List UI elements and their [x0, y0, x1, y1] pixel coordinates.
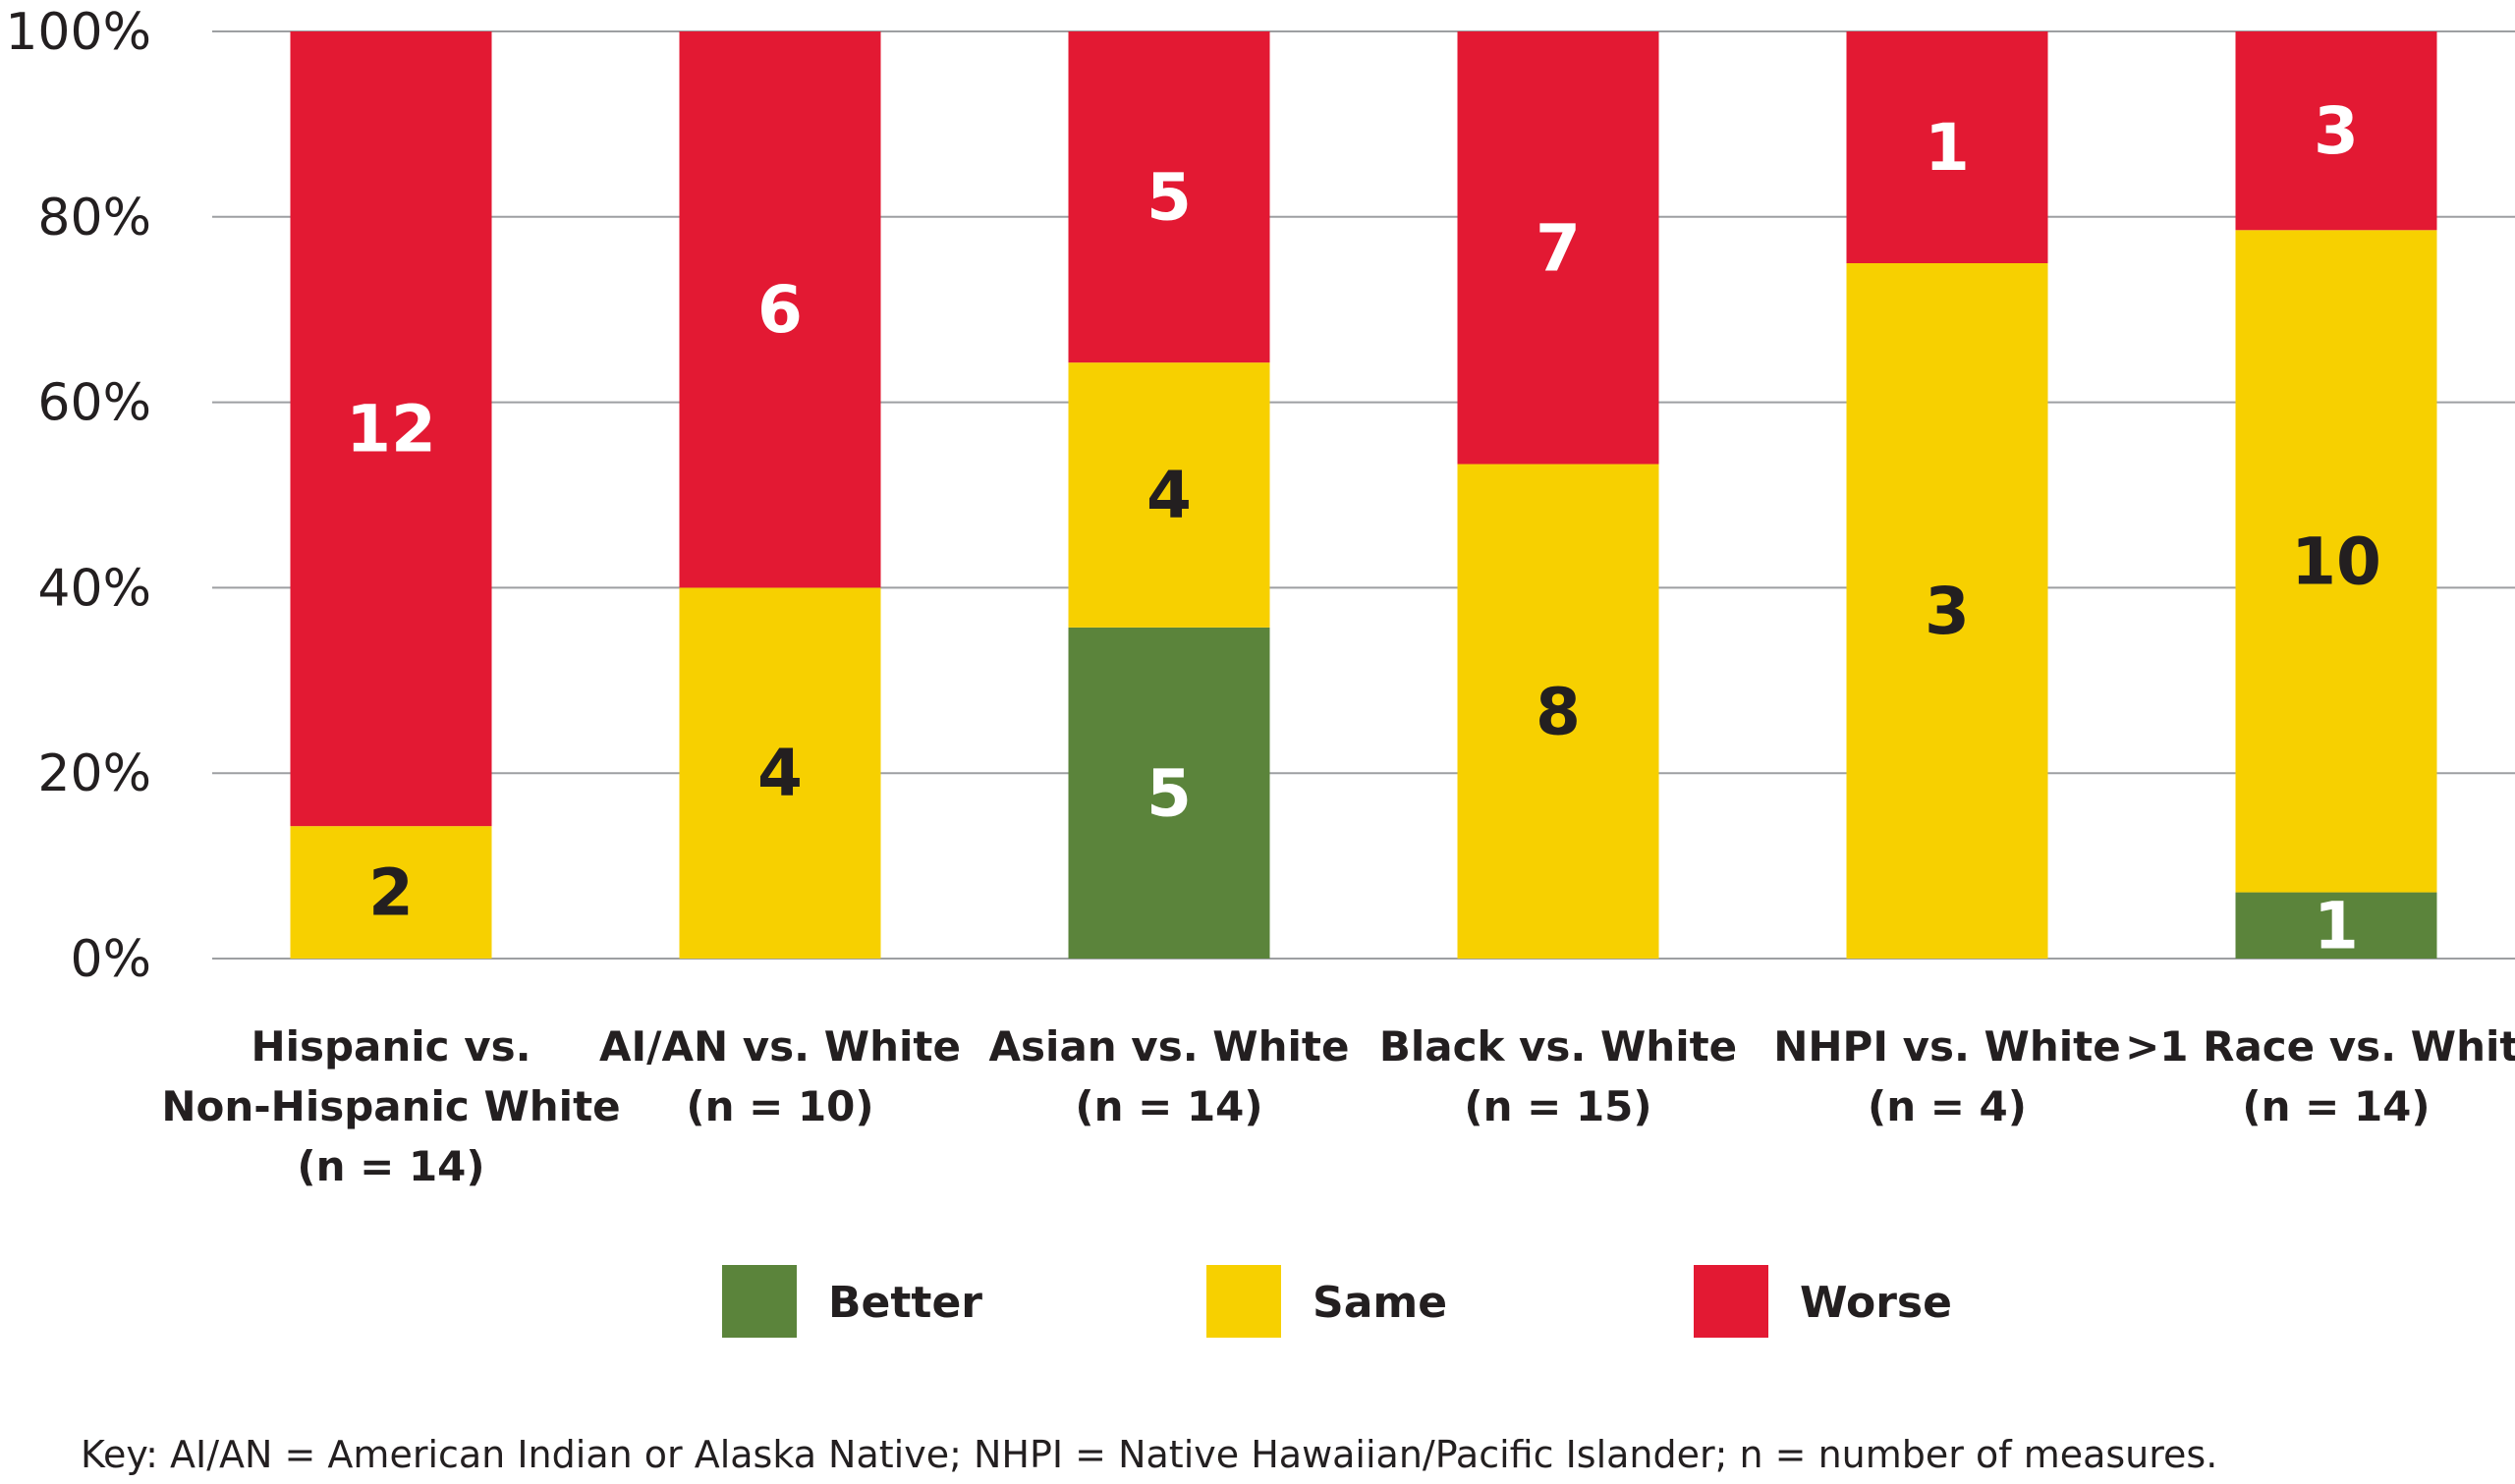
footnote: Key: AI/AN = American Indian or Alaska N… [81, 1433, 2217, 1476]
x-tick-label: AI/AN vs. White [599, 1022, 961, 1071]
bar-stack: 5 4 5 [1068, 31, 1270, 959]
bar-segment-worse [1457, 31, 1659, 465]
legend-item-same: Same [1206, 1265, 1447, 1338]
bar-segment-same [2235, 230, 2437, 893]
bar-segment-worse [2235, 31, 2437, 231]
legend-swatch [1694, 1265, 1768, 1338]
x-tick-label: Black vs. White [1379, 1022, 1737, 1071]
bar-stack: 46 [679, 31, 881, 959]
y-tick-label: 60% [37, 374, 151, 433]
bar-segment-better [2235, 892, 2437, 959]
data-label: 1 [2314, 888, 2359, 963]
data-label: 1 [1925, 110, 1970, 186]
y-tick-label: 100% [5, 3, 151, 62]
data-label: 5 [1146, 755, 1192, 831]
bar-segment-same [1846, 263, 2048, 959]
y-tick-label: 20% [37, 744, 151, 803]
bar-stack: 31 [1846, 31, 2048, 959]
bar-segment-worse [1068, 31, 1270, 363]
gridlines [212, 30, 2515, 960]
x-tick-label: (n = 14) [2242, 1082, 2430, 1130]
bar-segment-worse [1846, 31, 2048, 263]
data-label: 5 [1146, 160, 1192, 236]
data-label: 12 [346, 392, 436, 467]
data-label: 7 [1536, 210, 1581, 286]
legend: Better Same Worse [722, 1265, 1952, 1338]
data-label: 8 [1536, 674, 1581, 749]
bar-segment-same [1457, 464, 1659, 959]
data-label: 3 [2314, 93, 2359, 169]
bar-segment-same [1068, 362, 1270, 628]
x-tick-label: NHPI vs. White [1773, 1022, 2120, 1071]
x-tick-label: >1 Race vs. White [2125, 1022, 2515, 1071]
legend-label: Same [1313, 1278, 1447, 1328]
y-axis: 0% 20% 40% 60% 80% 100% [5, 3, 151, 989]
x-tick-label: (n = 14) [1075, 1082, 1262, 1130]
x-tick-label: Non-Hispanic White [161, 1082, 620, 1130]
y-tick-label: 0% [71, 930, 152, 989]
x-tick-label: Hispanic vs. [251, 1022, 531, 1071]
data-label: 4 [1146, 458, 1192, 533]
legend-swatch [722, 1265, 797, 1338]
legend-swatch [1206, 1265, 1281, 1338]
x-tick-label: Asian vs. White [989, 1022, 1350, 1071]
x-axis: Hispanic vs. Non-Hispanic White (n = 14) AI… [161, 1022, 2515, 1190]
bar-segment-same [679, 587, 881, 959]
bar-stack: 1 10 3 [2235, 31, 2437, 963]
data-label: 2 [368, 855, 414, 931]
bar-segment-worse [679, 31, 881, 588]
legend-label: Better [828, 1278, 982, 1328]
data-label: 3 [1925, 574, 1970, 649]
bar-segment-same [290, 826, 492, 959]
x-tick-label: (n = 4) [1868, 1082, 2027, 1130]
legend-item-worse: Worse [1694, 1265, 1952, 1338]
data-label: 6 [757, 272, 803, 348]
bar-stack: 87 [1457, 31, 1659, 959]
y-tick-label: 40% [37, 559, 151, 618]
data-label: 10 [2291, 523, 2381, 599]
legend-item-better: Better [722, 1265, 982, 1338]
bar-stack: 2 12 [290, 31, 492, 959]
y-tick-label: 80% [37, 189, 151, 247]
data-label: 4 [757, 736, 803, 811]
legend-label: Worse [1800, 1278, 1952, 1328]
bar-segment-better [1068, 627, 1270, 959]
bar-segment-worse [290, 31, 492, 827]
x-tick-label: (n = 10) [686, 1082, 873, 1130]
x-tick-label: (n = 15) [1464, 1082, 1651, 1130]
x-tick-label: (n = 14) [297, 1142, 484, 1190]
